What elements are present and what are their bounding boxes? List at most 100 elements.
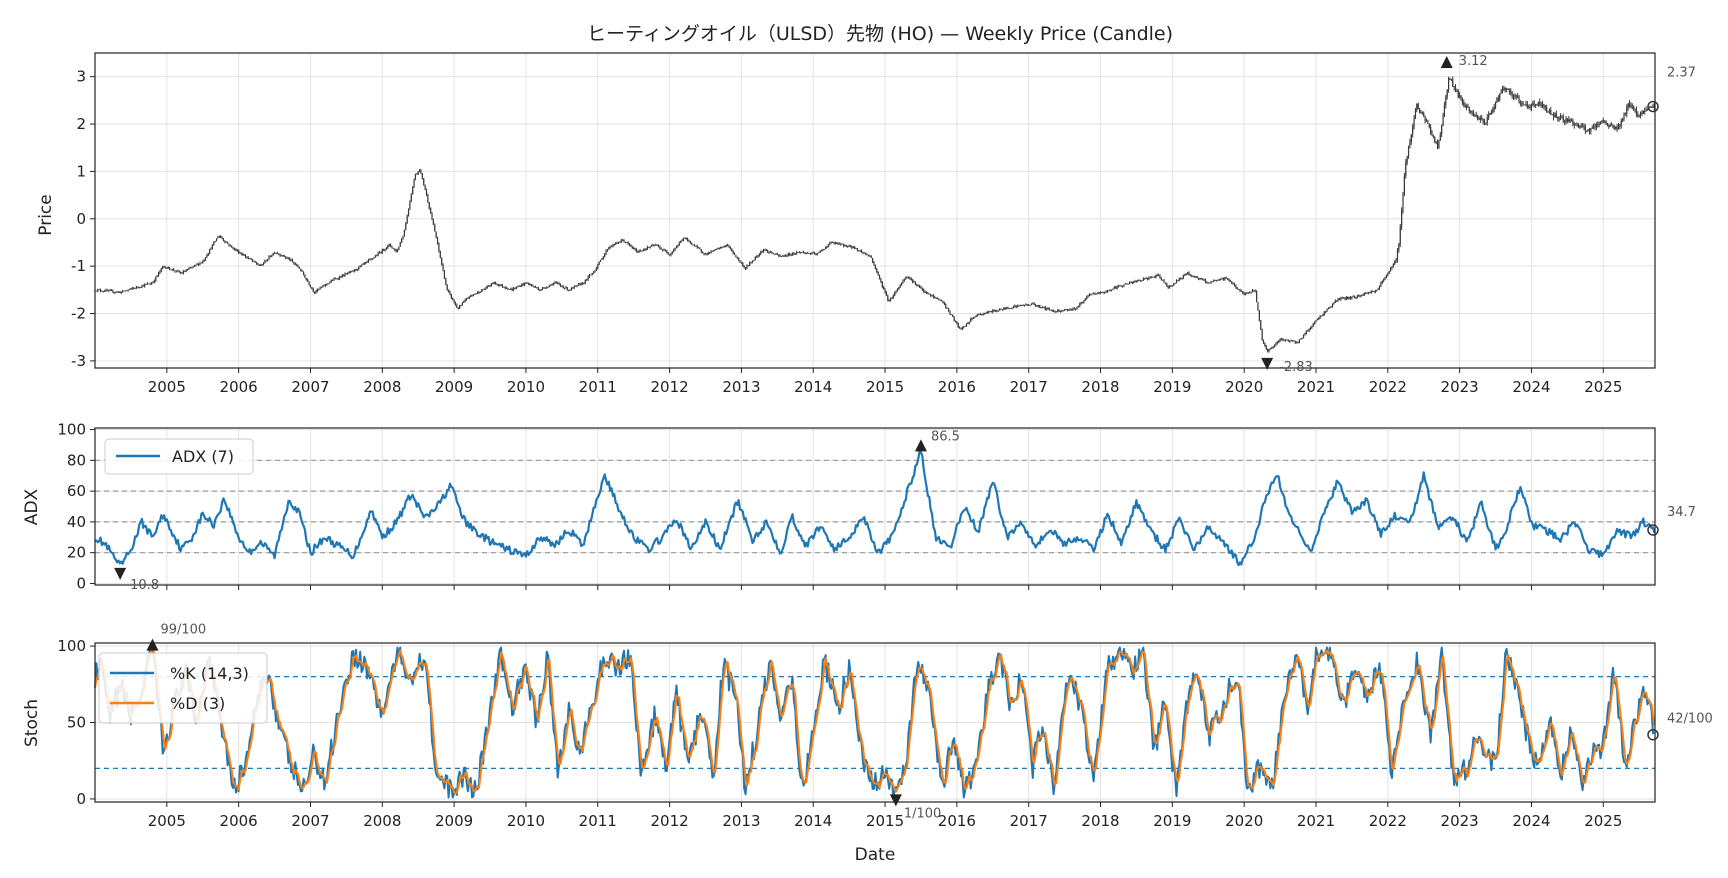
price-candle-body [577, 284, 580, 286]
price-candle-body [1314, 321, 1316, 324]
price-candle-body [441, 257, 443, 265]
price-candle-body [552, 283, 555, 286]
price-candle-body [860, 250, 863, 252]
price-candle-body [833, 242, 835, 244]
price-candle-body [160, 268, 162, 272]
price-candle-body [584, 279, 586, 284]
price-candle-body [478, 291, 480, 293]
price-candle-body [961, 327, 964, 330]
price-candle-body [1156, 274, 1158, 276]
price-candle-body [1418, 109, 1421, 113]
price-x-tick-label: 2013 [722, 378, 760, 396]
price-candle-body [1279, 338, 1281, 341]
price-candle-body [949, 310, 951, 315]
price-candle-body [319, 287, 321, 289]
price-candle-body [619, 241, 621, 243]
price-candle-body [1454, 86, 1457, 92]
price-candle-body [413, 179, 415, 188]
price-candle-body [1224, 277, 1226, 280]
price-candle-body [283, 255, 285, 257]
price-candle-body [673, 249, 675, 252]
price-candle-body [1642, 111, 1644, 114]
price-candle-body [1452, 79, 1454, 87]
price-x-tick-label: 2025 [1584, 378, 1622, 396]
price-candle-body [97, 289, 99, 291]
price-candle-body [1019, 305, 1022, 307]
stoch-x-tick-label: 2014 [794, 812, 832, 830]
price-candle-body [1057, 309, 1059, 312]
price-candle-body [533, 286, 535, 288]
price-candle-body [438, 243, 440, 251]
price-x-tick-label: 2009 [435, 378, 473, 396]
price-candle-body [1026, 304, 1028, 306]
price-candle-body [818, 252, 820, 254]
price-candle-body [231, 245, 233, 248]
price-candle-body [696, 245, 698, 248]
price-candle-body [1086, 296, 1088, 299]
price-candle-body [1588, 129, 1591, 131]
price-candle-body [768, 251, 770, 253]
price-candle-body [279, 254, 281, 256]
price-candle-body [983, 313, 986, 315]
price-x-ticks: 2005 2006 2007 2008 2009 2010 2011 2012 2013 2014… [148, 368, 1622, 396]
price-candle-body [581, 282, 584, 285]
price-candle-body [1153, 276, 1155, 278]
price-candle-body [667, 253, 669, 255]
price-candle-body [1523, 104, 1526, 106]
price-candle-body [181, 272, 183, 274]
price-candle-body [405, 223, 407, 231]
price-candle-body [431, 213, 433, 220]
price-candle-body [1605, 121, 1607, 124]
price-candle-body [269, 256, 272, 258]
price-candle-body [579, 283, 581, 285]
price-candle-body [130, 288, 132, 290]
price-candle-body [587, 276, 589, 280]
price-candle-body [479, 292, 481, 293]
price-candle-body [626, 242, 628, 244]
price-candle-body [1193, 276, 1196, 278]
price-candle-body [1594, 126, 1596, 128]
price-candle-body [1483, 122, 1486, 124]
price-candle-body [1323, 312, 1325, 315]
price-candle-body [1025, 304, 1027, 306]
price-candle-body [1308, 329, 1310, 331]
price-candle-body [935, 297, 937, 299]
price-candle-body [1269, 348, 1272, 350]
stoch-x-tick-label: 2012 [650, 812, 688, 830]
price-candle-body [1325, 311, 1327, 313]
price-candle-body [475, 293, 477, 295]
price-candle-body [117, 291, 120, 293]
stoch-x-tick-label: 2021 [1297, 812, 1335, 830]
price-candle-body [645, 249, 647, 251]
price-candle-body [884, 289, 886, 293]
price-candle-body [1399, 226, 1401, 245]
price-candle-body [731, 248, 733, 252]
price-candle-body [265, 260, 267, 262]
price-candle-body [866, 254, 868, 256]
price-min-label: -2.83 [1279, 360, 1313, 375]
price-candle-body [747, 265, 749, 267]
price-candle-body [883, 286, 885, 290]
price-candle-body [1065, 309, 1067, 310]
price-candle-body [1249, 292, 1251, 294]
price-candle-body [605, 250, 607, 254]
price-candle-body [1282, 339, 1284, 341]
price-candle-body [1446, 89, 1448, 97]
price-candle-body [790, 254, 792, 256]
price-candle-body [1627, 103, 1629, 108]
price-candle-body [1407, 146, 1410, 157]
price-candle-body [251, 259, 254, 261]
price-candle-body [1197, 278, 1200, 279]
price-candle-body [891, 297, 893, 299]
price-candle-body [1537, 101, 1539, 105]
price-candle-body [831, 242, 834, 243]
price-candle-body [569, 289, 571, 291]
price-candle-body [786, 255, 788, 257]
price-candle-body [1613, 126, 1615, 128]
price-candle-body [1320, 315, 1323, 317]
price-candle-body [1075, 308, 1077, 310]
price-candle-body [1565, 118, 1567, 122]
price-candle-body [976, 314, 979, 316]
price-candle-body [301, 270, 303, 272]
price-candle-body [226, 242, 229, 244]
